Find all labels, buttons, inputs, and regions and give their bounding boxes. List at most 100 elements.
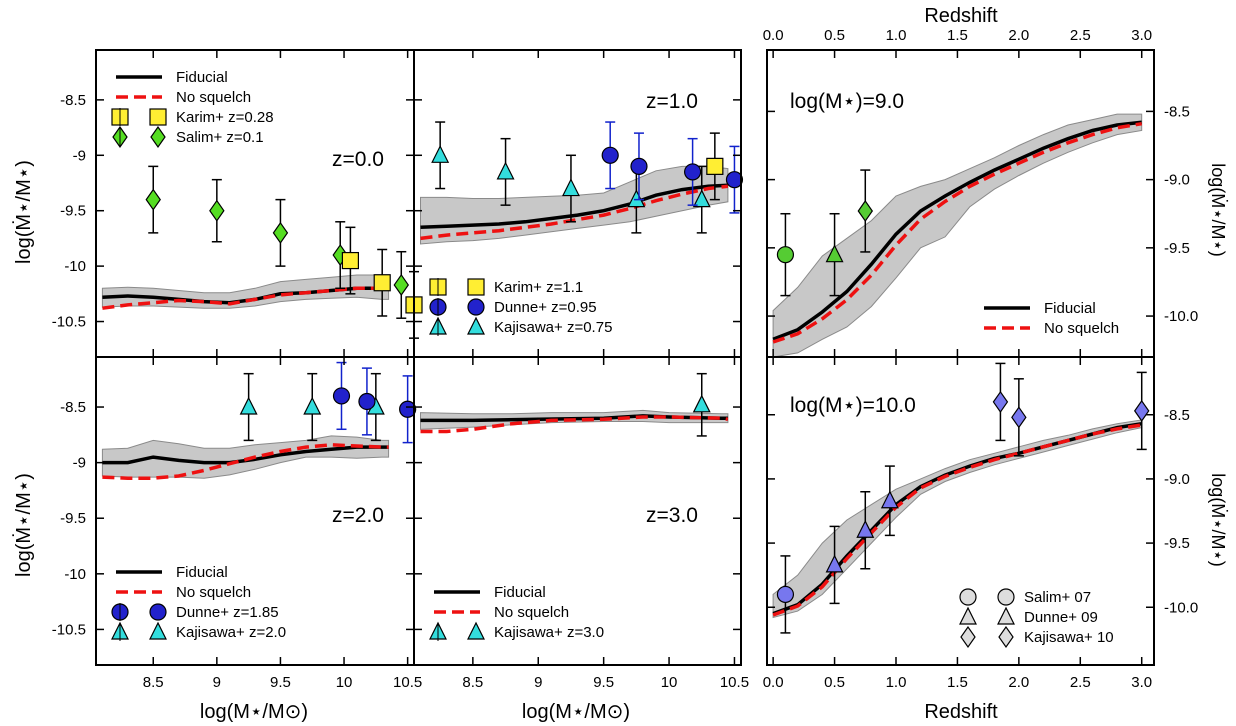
x-tick-label-top: 0.5 [824, 27, 845, 44]
y-tick-label: -9 [73, 147, 86, 164]
x-tick-label-top: 1.0 [886, 27, 907, 44]
panel-plot-area [420, 409, 729, 434]
panel-frame [413, 356, 742, 666]
data-point-triangle [856, 519, 875, 538]
legend-marker [959, 588, 977, 606]
data-point-diamond [209, 199, 225, 222]
legend-marker [997, 588, 1015, 606]
data-point-circle [684, 163, 702, 181]
data-point-triangle [825, 244, 844, 263]
panel-annotation: log(M⋆)=9.0 [790, 90, 904, 113]
data-point-diamond [393, 273, 410, 297]
panel-plot-area [101, 274, 390, 310]
y-tick-label: -8.5 [1164, 103, 1190, 120]
x-tick-label: 10.5 [393, 674, 422, 691]
panel-6: 0.0 0.5 1.0 1.5 2.0 2.5 3.0 -8.5 -9.0 -9.5 -10.0 lo… [763, 356, 1198, 691]
legend-label: Dunne+ 09 [1024, 609, 1098, 626]
legend-label: Fiducial [176, 564, 228, 581]
y-tick-label: -9.0 [1164, 172, 1190, 189]
x-tick-label: 9.5 [593, 674, 614, 691]
x-tick-label: 0.5 [824, 674, 845, 691]
legend-label: Dunne+ z=0.95 [494, 299, 597, 316]
data-point-diamond [1133, 399, 1150, 422]
legend-label: Salim+ 07 [1024, 589, 1091, 606]
legend-label: No squelch [494, 604, 569, 621]
panel-annotation: log(M⋆)=10.0 [790, 394, 916, 417]
data-point-square [706, 157, 724, 175]
legend-marker [467, 621, 485, 640]
legend-marker [998, 625, 1014, 649]
panel-1: -8.5 -9 -9.5 -10 -10.5 z=0.0 Fiducial No squelc… [52, 49, 423, 358]
legend-label: Karim+ z=1.1 [494, 279, 583, 296]
data-point-triangle [239, 396, 258, 415]
legend-marker [149, 108, 167, 126]
panel-3: 8.5 9 9.5 10 10.5 -8.5 -9 -9.5 -10 -10.5 z=2.0 Fidu… [52, 356, 422, 691]
panel-frame [766, 356, 1155, 666]
legend-label: Kajisawa+ z=2.0 [176, 624, 286, 641]
y-tick-label: -9.5 [1164, 240, 1190, 257]
x-tick-label: 0.0 [763, 674, 784, 691]
panel-plot-area [772, 113, 1143, 357]
y-tick-label: -10.0 [1164, 599, 1198, 616]
legend-label: Karim+ z=0.28 [176, 109, 274, 126]
y-tick-label: -9.5 [1164, 535, 1190, 552]
y-tick-label: -8.5 [60, 399, 86, 416]
x-tick-label: 10 [336, 674, 353, 691]
data-point-circle [358, 392, 376, 411]
panel-plot-area [420, 165, 729, 245]
panel-annotation: z=2.0 [332, 504, 384, 527]
no-squelch-line [420, 415, 729, 434]
legend-label: Kajisawa+ z=0.75 [494, 319, 612, 336]
left-x-axis-label-2: log(M⋆/M⊙) [522, 701, 630, 723]
data-point-triangle [303, 396, 322, 415]
data-point-circle [776, 246, 795, 264]
x-tick-label: 1.0 [886, 674, 907, 691]
x-tick-label: 9 [213, 674, 221, 691]
data-point-diamond [145, 188, 161, 211]
data-point-square [341, 251, 359, 270]
y-tick-label: -10 [64, 258, 86, 275]
y-tick-label: -9.5 [60, 510, 86, 527]
y-tick-label: -8.5 [1164, 407, 1190, 424]
legend-marker [150, 125, 166, 149]
y-tick-label: -10 [64, 566, 86, 583]
x-tick-label: 1.5 [947, 674, 968, 691]
panel-5: 0.0 0.5 1.0 1.5 2.0 2.5 3.0 -8.5 -9.0 -9.5 -10.0 lo… [763, 27, 1198, 358]
no-squelch-line [102, 286, 389, 310]
x-tick-label-top: 0.0 [763, 27, 784, 44]
x-tick-label: 8.5 [462, 674, 483, 691]
y-tick-label: -9.5 [60, 203, 86, 220]
panel-plot-area [101, 435, 390, 480]
legend-marker [149, 621, 167, 640]
right-x-axis-label-bottom: Redshift [924, 701, 998, 723]
legend-label: No squelch [1044, 320, 1119, 337]
fiducial-line [420, 183, 728, 230]
data-point-diamond [857, 199, 874, 223]
x-tick-label-top: 2.5 [1070, 27, 1091, 44]
panel-annotation: z=3.0 [646, 504, 698, 527]
y-tick-label: -9 [73, 455, 86, 472]
data-point-circle [399, 400, 417, 418]
x-tick-label-top: 2.0 [1008, 27, 1029, 44]
data-point-triangle [692, 189, 711, 208]
data-point-triangle [692, 394, 711, 413]
legend-label: Fiducial [176, 69, 228, 86]
y-tick-label: -10.5 [52, 621, 86, 638]
y-tick-label: -9.0 [1164, 471, 1190, 488]
legend-marker [959, 606, 977, 625]
legend-label: Salim+ z=0.1 [176, 129, 264, 146]
data-point-diamond [1011, 406, 1027, 429]
data-point-triangle [431, 144, 450, 163]
data-point-circle [601, 146, 619, 164]
no-squelch-line [772, 121, 1142, 344]
x-tick-label: 2.0 [1008, 674, 1029, 691]
legend-label: Dunne+ z=1.85 [176, 604, 279, 621]
right-y-axis-label-bottom: log(Ṁ⋆/M⋆) [1208, 473, 1228, 567]
legend-marker [960, 625, 976, 649]
data-point-circle [332, 387, 351, 405]
data-point-diamond [272, 221, 289, 244]
legend-label: Kajisawa+ 10 [1024, 629, 1114, 646]
x-tick-label: 10.5 [720, 674, 749, 691]
x-tick-label: 8.5 [143, 674, 164, 691]
